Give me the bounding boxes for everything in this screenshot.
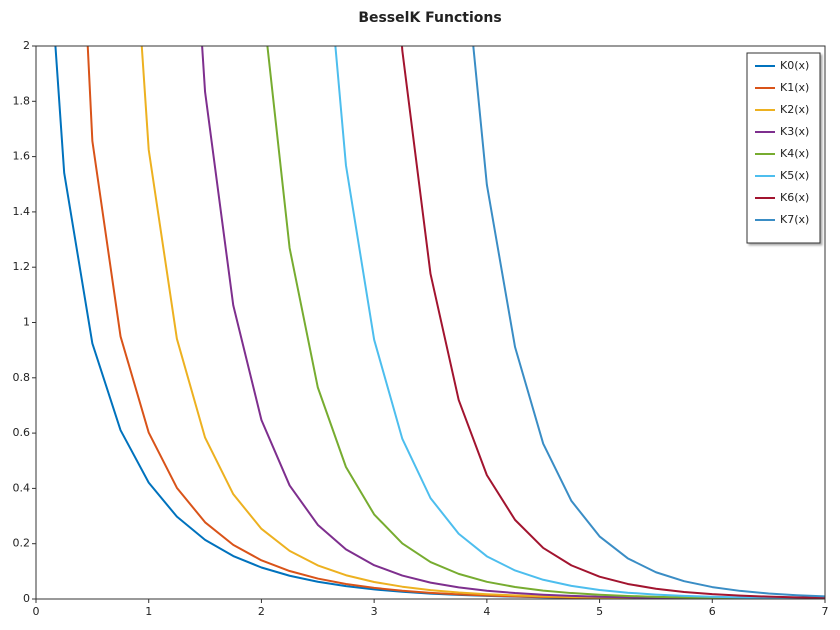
legend-label: K4(x) <box>780 147 809 160</box>
legend-box <box>746 52 821 244</box>
legend-label: K5(x) <box>780 169 809 182</box>
legend: K0(x) K1(x) K2(x) K3(x) K4(x) K5(x) K6(x) K7(x) <box>746 52 821 244</box>
y-tick-label: 0.2 <box>13 537 31 550</box>
y-tick-label: 0.8 <box>13 371 31 384</box>
x-tick-label: 0 <box>33 605 40 618</box>
series-line <box>86 46 825 599</box>
y-tick-label: 2 <box>23 39 30 52</box>
x-tick-label: 4 <box>483 605 490 618</box>
y-tick-label: 1.8 <box>13 94 31 107</box>
y-tick-label: 1 <box>23 316 30 329</box>
x-tick-label: 6 <box>709 605 716 618</box>
y-tick-label: 1.2 <box>13 260 31 273</box>
series-line <box>400 46 825 599</box>
legend-label: K1(x) <box>780 81 809 94</box>
x-tick-label: 2 <box>258 605 265 618</box>
y-tick-label: 1.4 <box>13 205 31 218</box>
plot-frame <box>35 45 826 600</box>
chart-title: BesselK Functions <box>358 10 501 26</box>
series-line <box>472 46 825 598</box>
x-tick-label: 1 <box>145 605 152 618</box>
y-tick-label: 0 <box>23 592 30 605</box>
y-tick-label: 0.6 <box>13 426 31 439</box>
series-line <box>334 46 825 599</box>
plot-area <box>54 46 825 599</box>
x-tick-label: 7 <box>822 605 829 618</box>
legend-label: K7(x) <box>780 213 809 226</box>
series-line <box>266 46 825 599</box>
x-tick-label: 3 <box>371 605 378 618</box>
legend-label: K2(x) <box>780 103 809 116</box>
legend-label: K6(x) <box>780 191 809 204</box>
y-tick-label: 1.6 <box>13 150 31 163</box>
x-tick-label: 5 <box>596 605 603 618</box>
series-line <box>140 46 825 599</box>
legend-label: K3(x) <box>780 125 809 138</box>
series-line <box>201 46 825 599</box>
y-tick-label: 0.4 <box>13 481 31 494</box>
legend-label: K0(x) <box>780 59 809 72</box>
